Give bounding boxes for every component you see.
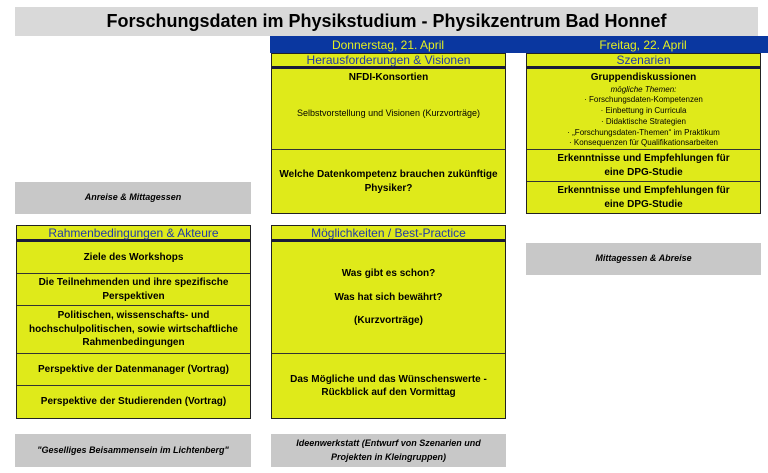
question: Was gibt es schon? bbox=[341, 268, 436, 280]
rueckblick-block: Das Mögliche und das Wünschenswerte - Rü… bbox=[272, 353, 505, 418]
question: Was hat sich bewährt? bbox=[334, 291, 443, 303]
nfdi-block: NFDI-Konsortien Selbstvorstellung und Vi… bbox=[272, 69, 505, 149]
ideenwerkstatt-block: Ideenwerkstatt (Entwurf von Szenarien un… bbox=[271, 434, 506, 467]
best-practice-session: Möglichkeiten / Best-Practice Was gibt e… bbox=[271, 225, 506, 419]
arrival-block: Anreise & Mittagessen bbox=[15, 182, 251, 214]
rahmenbedingungen-session: Rahmenbedingungen & Akteure Ziele des Wo… bbox=[16, 225, 251, 419]
topic-item: · Einbettung in Curricula bbox=[600, 106, 687, 116]
agenda-item: Perspektive der Datenmanager (Vortrag) bbox=[17, 353, 250, 385]
agenda-item: Die Teilnehmenden und ihre spezifische P… bbox=[17, 273, 250, 305]
thursday-morning-session: Herausforderungen & Visionen NFDI-Konsor… bbox=[271, 53, 506, 214]
session-header: Herausforderungen & Visionen bbox=[272, 53, 505, 69]
evening-social-block: "Geselliges Beisammensein im Lichtenberg… bbox=[15, 434, 251, 467]
agenda-item: Ziele des Workshops bbox=[83, 251, 184, 263]
session-header: Möglichkeiten / Best-Practice bbox=[272, 226, 505, 242]
erkenntnisse-block: Erkenntnisse und Empfehlungen für eine D… bbox=[527, 149, 760, 181]
day-header-band bbox=[270, 36, 768, 53]
datenkompetenz-block: Welche Datenkompetenz brauchen zukünftig… bbox=[272, 149, 505, 213]
topic-item: · „Forschungsdaten-Themen“ im Praktikum bbox=[567, 127, 720, 137]
best-practice-block: Was gibt es schon? Was hat sich bewährt?… bbox=[272, 242, 505, 353]
session-header: Rahmenbedingungen & Akteure bbox=[17, 226, 250, 242]
block-title: NFDI-Konsortien bbox=[348, 72, 429, 83]
page-title: Forschungsdaten im Physikstudium - Physi… bbox=[15, 7, 758, 36]
friday-morning-session: Szenarien Gruppendiskussionen mögliche T… bbox=[526, 53, 761, 214]
topic-item: · Didaktische Strategien bbox=[601, 116, 686, 126]
block-subtitle: mögliche Themen: bbox=[610, 84, 677, 94]
erkenntnisse-block: Erkenntnisse und Empfehlungen für eine D… bbox=[527, 181, 760, 213]
agenda-item: Perspektive der Studierenden (Vortrag) bbox=[17, 385, 250, 418]
block-title: Gruppendiskussionen bbox=[590, 72, 697, 83]
day-friday: Freitag, 22. April bbox=[599, 37, 687, 52]
note: (Kurzvorträge) bbox=[354, 315, 423, 327]
session-header: Szenarien bbox=[527, 53, 760, 69]
topic-item: · Konsequenzen für Qualifikationsarbeite… bbox=[569, 138, 718, 148]
friday-lunch-block: Mittagessen & Abreise bbox=[526, 243, 761, 275]
block-text: Selbstvorstellung und Visionen (Kurzvort… bbox=[297, 107, 480, 118]
gruppendiskussionen-block: Gruppendiskussionen mögliche Themen: · F… bbox=[527, 69, 760, 149]
topic-item: · Forschungsdaten-Kompetenzen bbox=[584, 95, 703, 105]
day-thursday: Donnerstag, 21. April bbox=[331, 37, 445, 52]
agenda-item: Politischen, wissenschafts- und hochschu… bbox=[17, 305, 250, 353]
